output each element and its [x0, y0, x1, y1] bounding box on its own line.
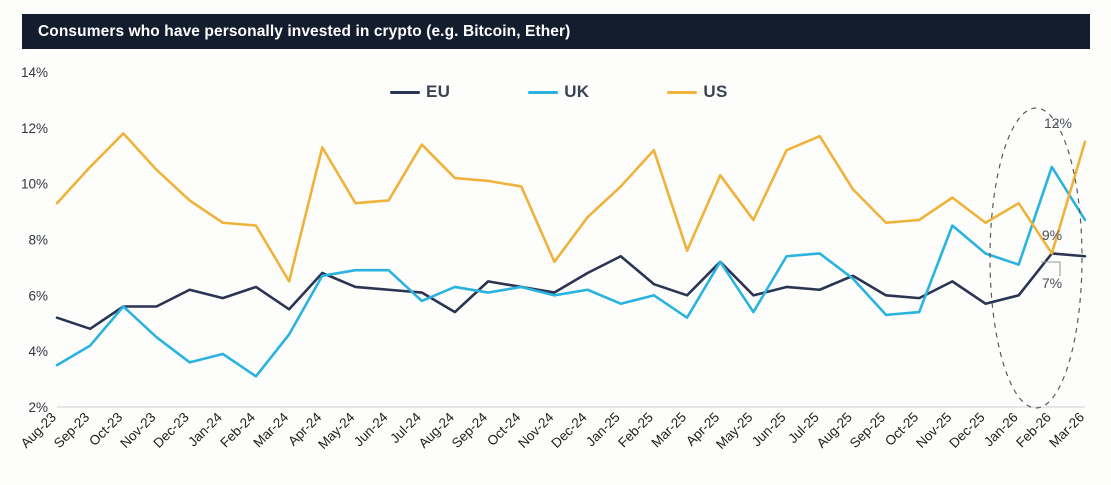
y-axis-tick-label: 12%	[21, 121, 48, 136]
legend-item-us[interactable]: US	[667, 82, 727, 102]
x-axis-ticks: Aug-23Sep-23Oct-23Nov-23Dec-23Jan-24Feb-…	[18, 409, 1087, 452]
y-axis-tick-label: 14%	[21, 65, 48, 80]
chart-legend: EU UK US	[390, 82, 728, 102]
legend-item-uk[interactable]: UK	[528, 82, 589, 102]
x-axis-tick-label: Feb-24	[217, 409, 258, 450]
x-axis-tick-label: Aug-25	[814, 410, 855, 451]
x-axis-tick-label: Nov-25	[913, 410, 954, 451]
x-axis-tick-label: May-24	[315, 409, 358, 452]
page-title: Consumers who have personally invested i…	[38, 22, 571, 40]
highlight-ellipse-shape	[989, 107, 1083, 409]
x-axis-tick-label: Nov-24	[515, 409, 557, 451]
chart-title-bar: Consumers who have personally invested i…	[22, 14, 1090, 49]
callout-leader-eu	[1041, 261, 1061, 276]
x-axis-tick-label: Aug-24	[416, 409, 458, 451]
y-axis-tick-label: 6%	[28, 288, 48, 303]
callout-eu: 7%	[1042, 275, 1062, 291]
x-axis-tick-label: Mar-26	[1046, 410, 1087, 451]
legend-label-eu: EU	[426, 82, 451, 101]
callout-uk: 9%	[1042, 227, 1062, 243]
y-axis-tick-label: 10%	[21, 177, 48, 192]
x-axis-tick-label: Dec-23	[150, 410, 191, 451]
x-axis-tick-label: Dec-25	[946, 410, 987, 451]
highlight-ellipse	[989, 107, 1083, 409]
y-axis-ticks: 14% 12% 10% 8% 6% 4% 2%	[21, 65, 48, 415]
x-axis-tick-label: Jan-24	[185, 409, 225, 449]
x-axis-tick-label: Feb-25	[615, 410, 656, 451]
x-axis-tick-label: Jan-26	[981, 410, 1021, 450]
y-axis-tick-label: 8%	[28, 233, 48, 248]
callout-annotations: 12% 9% 7%	[1041, 115, 1072, 291]
x-axis-tick-label: Feb-26	[1013, 410, 1054, 451]
x-axis-tick-label: Jun-24	[351, 409, 391, 449]
x-axis-tick-label: Nov-23	[117, 410, 158, 451]
x-axis-tick-label: Mar-25	[648, 410, 689, 451]
legend-swatch-uk	[528, 90, 559, 94]
x-axis-tick-label: Sep-25	[847, 410, 888, 451]
x-axis-tick-label: Jun-25	[749, 410, 789, 450]
legend-label-us: US	[703, 82, 728, 101]
legend-label-uk: UK	[564, 82, 590, 101]
x-axis-tick-label: Jan-25	[583, 410, 623, 450]
series-line-eu	[55, 252, 1087, 331]
series-lines	[55, 132, 1087, 378]
legend-swatch-us	[667, 90, 698, 94]
x-axis-tick-label: Sep-24	[449, 409, 491, 451]
y-axis-tick-label: 2%	[28, 400, 48, 415]
x-axis-tick-label: Dec-24	[548, 409, 590, 451]
y-axis-tick-label: 4%	[28, 344, 48, 359]
series-line-uk	[55, 165, 1087, 378]
x-axis-tick-label: Aug-23	[18, 410, 59, 451]
x-axis-tick-label: May-25	[713, 410, 755, 452]
x-axis-tick-label: Sep-23	[51, 410, 92, 451]
legend-item-eu[interactable]: EU	[390, 82, 450, 102]
series-line-us	[55, 132, 1087, 283]
x-axis-tick-label: Mar-24	[250, 409, 291, 450]
callout-us: 12%	[1044, 115, 1072, 131]
legend-swatch-eu	[390, 90, 420, 94]
